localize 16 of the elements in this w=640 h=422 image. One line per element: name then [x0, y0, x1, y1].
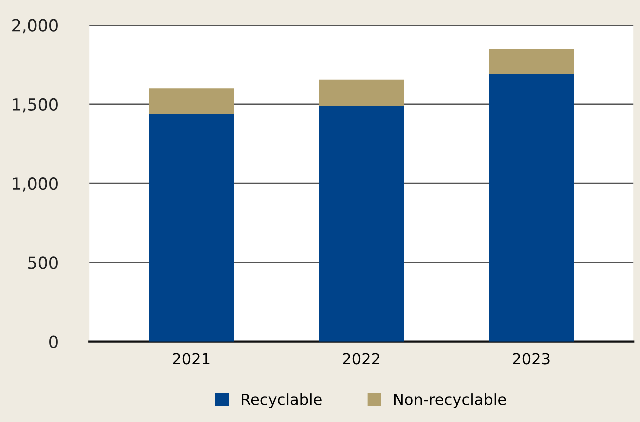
bar [149, 114, 234, 342]
y-tick-label: 1,000 [13, 178, 58, 192]
y-tick-label: 500 [28, 256, 58, 270]
legend-label: Non-recyclable [394, 394, 506, 408]
bar [489, 49, 574, 74]
y-tick-label: 1,500 [13, 98, 58, 113]
x-tick-label: 2023 [513, 353, 550, 365]
bar [319, 106, 404, 342]
x-tick-label: 2021 [173, 353, 210, 365]
bar [489, 74, 574, 342]
legend-label: Recyclable [242, 394, 322, 408]
x-tick-label: 2022 [343, 353, 380, 365]
bar [319, 80, 404, 106]
bar [149, 88, 234, 114]
y-tick-label: 2,000 [12, 19, 58, 34]
y-tick-label: 0 [50, 336, 58, 348]
